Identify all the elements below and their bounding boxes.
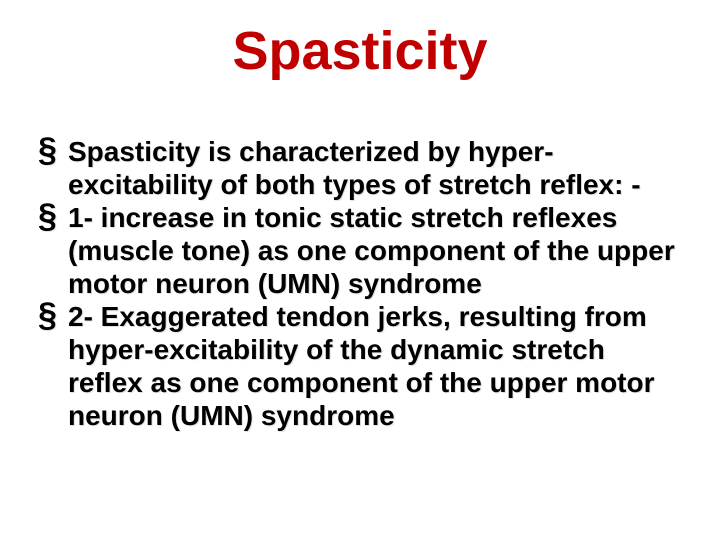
body-text-block: § Spasticity is characterized by hyper-e… xyxy=(38,135,682,432)
bullet-icon: § xyxy=(38,199,57,233)
list-item-text: 2- Exaggerated tendon jerks, resulting f… xyxy=(68,301,655,431)
bullet-icon: § xyxy=(38,298,57,332)
bullet-icon: § xyxy=(38,133,57,167)
list-item: § 2- Exaggerated tendon jerks, resulting… xyxy=(38,300,682,432)
list-item-text: Spasticity is characterized by hyper-exc… xyxy=(68,136,641,200)
list-item: § Spasticity is characterized by hyper-e… xyxy=(38,135,682,201)
list-item-text: 1- increase in tonic static stretch refl… xyxy=(68,202,675,299)
list-item: § 1- increase in tonic static stretch re… xyxy=(38,201,682,300)
slide: Spasticity § Spasticity is characterized… xyxy=(0,0,720,540)
slide-title: Spasticity xyxy=(0,20,720,82)
